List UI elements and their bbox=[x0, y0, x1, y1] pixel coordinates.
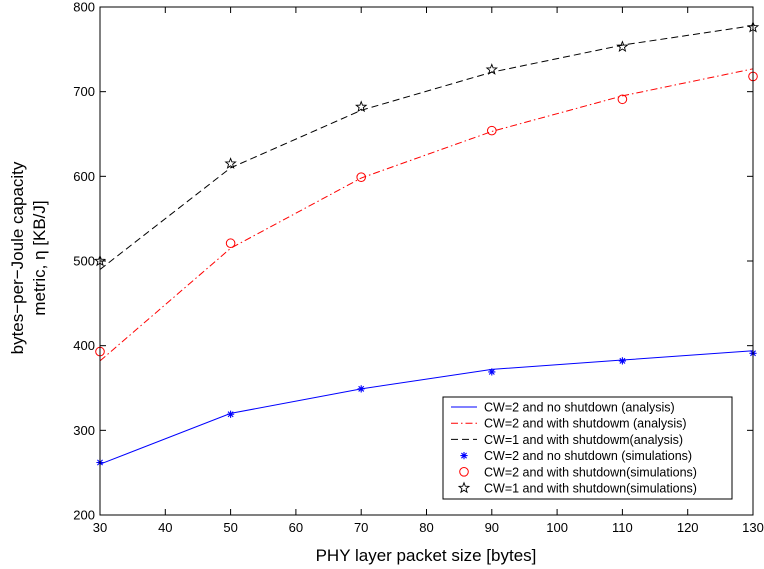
axes: 30 40 50 60 70 80 90 100 110 120 130 200 300 400 500 60… bbox=[73, 0, 764, 535]
y-tick-label: 200 bbox=[73, 508, 95, 523]
legend-box bbox=[442, 396, 733, 500]
y-tick-label: 400 bbox=[73, 338, 95, 353]
series-4-point-3 bbox=[357, 385, 365, 393]
legend-entry-1: CW=2 and no shutdown (analysis) bbox=[451, 401, 675, 415]
series-3-line bbox=[99, 25, 754, 270]
x-tick-label: 100 bbox=[546, 520, 568, 535]
legend-swatch bbox=[457, 481, 471, 494]
y-tick-label: 500 bbox=[73, 254, 95, 269]
y-axis-label-line-1: bytes−per−Joule capacity bbox=[8, 161, 27, 354]
series-3 bbox=[99, 25, 754, 270]
legend-label: CW=2 and with shutdown(simulations) bbox=[484, 465, 697, 479]
series-2-line bbox=[99, 68, 754, 362]
y-tick-label: 300 bbox=[73, 423, 95, 438]
series-4-point-5 bbox=[618, 357, 626, 365]
x-tick-label: 110 bbox=[612, 520, 633, 535]
y-tick-label: 800 bbox=[73, 0, 95, 15]
x-tick-label: 60 bbox=[289, 520, 303, 535]
legend: CW=2 and no shutdown (analysis) CW=2 and … bbox=[442, 396, 733, 500]
legend-entry-3: CW=1 and with shutdowm(analysis) bbox=[451, 433, 683, 447]
series-5-point-3 bbox=[356, 172, 367, 182]
series-5-point-5 bbox=[617, 94, 628, 105]
x-tick-label: 80 bbox=[419, 520, 433, 535]
legend-swatch bbox=[460, 452, 468, 460]
legend-entry-4: CW=2 and no shutdown (simulations) bbox=[460, 449, 692, 463]
series-4-point-4 bbox=[488, 368, 496, 376]
series-1-line bbox=[99, 350, 754, 465]
y-axis-label-line-2: metric, η [KB/J] bbox=[30, 200, 49, 315]
series-5 bbox=[95, 71, 758, 357]
x-axis-label: PHY layer packet size [bytes] bbox=[316, 546, 537, 565]
x-tick-label: 50 bbox=[223, 520, 237, 535]
legend-entry-2: CW=2 and with shutdowm (analysis) bbox=[451, 417, 687, 431]
series-6-point-3 bbox=[355, 100, 368, 113]
series-4-point-2 bbox=[227, 410, 235, 418]
series-1 bbox=[99, 350, 754, 465]
series-5-point-4 bbox=[487, 125, 497, 136]
legend-entry-6: CW=1 and with shutdown(simulations) bbox=[457, 481, 697, 496]
x-tick-label: 90 bbox=[485, 520, 499, 535]
legend-label: CW=1 and with shutdown(simulations) bbox=[484, 482, 697, 496]
legend-label: CW=1 and with shutdowm(analysis) bbox=[484, 433, 683, 447]
x-tick-label: 120 bbox=[677, 520, 699, 535]
x-tick-label: 30 bbox=[93, 520, 107, 535]
legend-swatch bbox=[459, 467, 469, 477]
series-6-point-5 bbox=[616, 40, 629, 53]
x-tick-label: 70 bbox=[354, 520, 368, 535]
series-5-point-2 bbox=[225, 238, 236, 249]
legend-label: CW=2 and no shutdown (simulations) bbox=[484, 449, 692, 463]
y-tick-label: 600 bbox=[73, 169, 95, 184]
legend-entry-5: CW=2 and with shutdown(simulations) bbox=[459, 465, 697, 479]
series-6-point-2 bbox=[224, 157, 237, 169]
x-tick-label: 130 bbox=[742, 520, 764, 535]
series-6 bbox=[93, 20, 760, 267]
legend-label: CW=2 and no shutdown (analysis) bbox=[484, 401, 675, 415]
series-2 bbox=[99, 68, 754, 362]
legend-label: CW=2 and with shutdowm (analysis) bbox=[484, 417, 687, 431]
series-6-point-4 bbox=[485, 63, 498, 75]
y-tick-label: 700 bbox=[73, 84, 95, 99]
x-tick-label: 40 bbox=[158, 520, 172, 535]
